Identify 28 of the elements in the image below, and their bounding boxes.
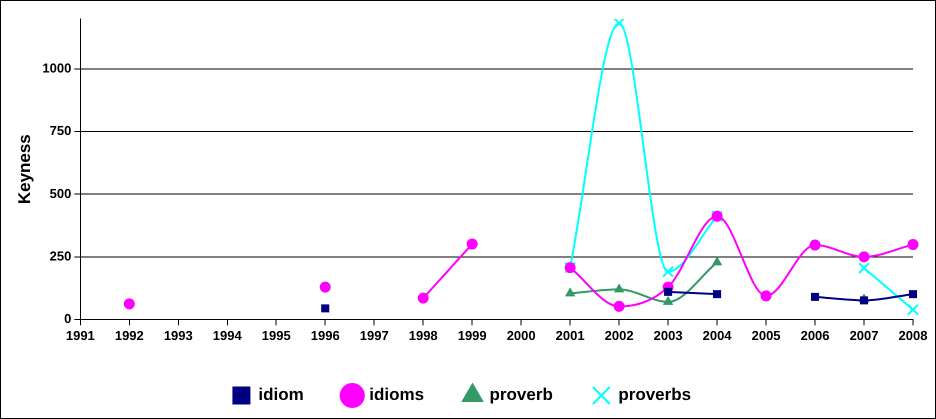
- x-tick-label: 1997: [360, 328, 389, 343]
- x-tick-label: 1995: [262, 328, 291, 343]
- x-tick-label: 2006: [800, 328, 830, 343]
- x-tick-label: 2005: [752, 328, 781, 343]
- x-tick-label: 1994: [212, 328, 242, 343]
- x-tick-label: 2004: [702, 328, 732, 343]
- x-tick-label: 2000: [506, 328, 536, 343]
- y-tick-label: 250: [50, 248, 72, 264]
- x-tick-label: 1999: [458, 328, 487, 343]
- y-tick-label: 500: [50, 186, 72, 201]
- y-tick-label: 1000: [42, 60, 72, 76]
- x-tick-label: 2007: [850, 328, 878, 343]
- legend-label: idioms: [369, 385, 424, 404]
- legend-label: idiom: [258, 385, 304, 404]
- x-tick-label: 2001: [556, 328, 585, 343]
- x-tick-label: 1992: [114, 328, 144, 343]
- y-axis-title: Keyness: [14, 134, 34, 204]
- y-tick-label: 0: [64, 310, 72, 326]
- x-tick-label: 2008: [898, 328, 928, 343]
- legend-label: proverbs: [618, 385, 692, 404]
- x-tick-label: 1993: [164, 328, 193, 343]
- x-tick-label: 1996: [310, 328, 340, 343]
- y-tick-label: 750: [50, 123, 72, 138]
- legend-label: proverb: [490, 385, 553, 404]
- x-tick-label: 2002: [604, 328, 634, 343]
- x-tick-label: 2003: [654, 328, 683, 343]
- x-tick-label: 1998: [408, 328, 438, 343]
- x-tick-label: 1991: [66, 328, 95, 343]
